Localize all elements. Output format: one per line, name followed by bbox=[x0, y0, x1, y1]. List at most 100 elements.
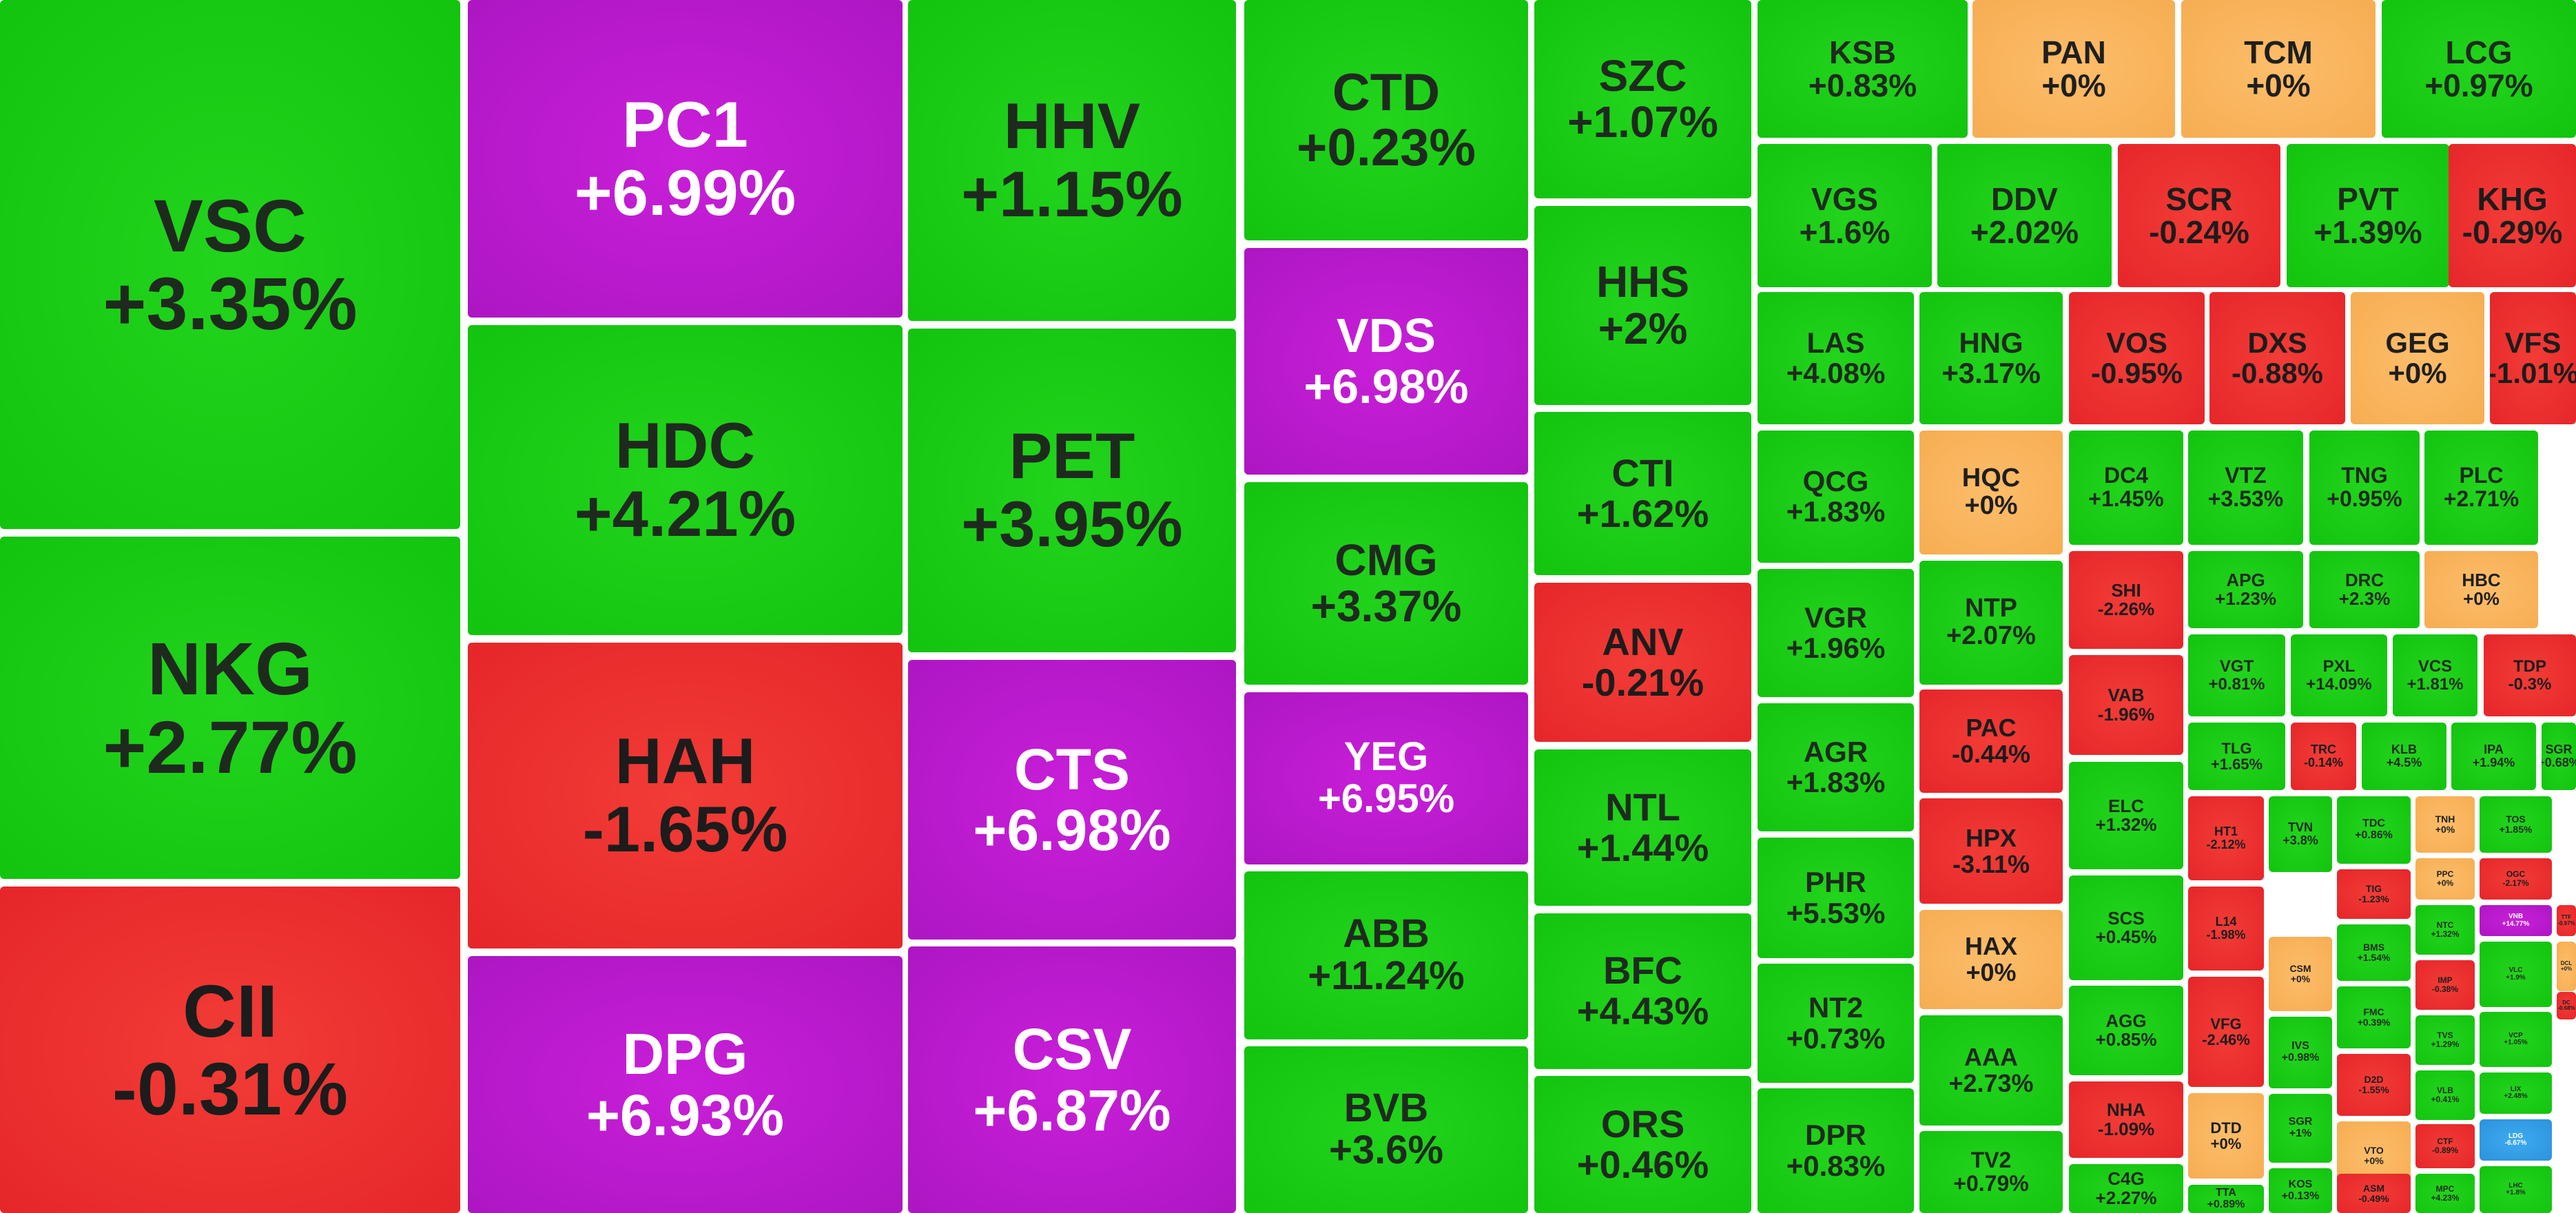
tile-pac[interactable]: PAC -0.44% bbox=[1919, 690, 2063, 793]
tile-mpc[interactable]: MPC +4.23% bbox=[2415, 1174, 2475, 1213]
tile-tlg[interactable]: TLG +1.65% bbox=[2188, 723, 2285, 790]
tile-vlc[interactable]: VLC +1.9% bbox=[2480, 942, 2552, 1007]
tile-plc[interactable]: PLC +2.71% bbox=[2424, 431, 2538, 545]
tile-vtz[interactable]: VTZ +3.53% bbox=[2188, 431, 2303, 545]
tile-agr[interactable]: AGR +1.83% bbox=[1758, 703, 1914, 831]
tile-nkg[interactable]: NKG +2.77% bbox=[0, 537, 460, 879]
tile-ntp[interactable]: NTP +2.07% bbox=[1919, 561, 2063, 685]
tile-hah[interactable]: HAH -1.65% bbox=[468, 643, 903, 948]
tile-csm[interactable]: CSM +0% bbox=[2269, 937, 2332, 1011]
tile-ntl[interactable]: NTL +1.44% bbox=[1534, 749, 1751, 906]
tile-tvs[interactable]: TVS +1.29% bbox=[2415, 1015, 2475, 1065]
tile-dpg[interactable]: DPG +6.93% bbox=[468, 956, 903, 1213]
tile-cts[interactable]: CTS +6.98% bbox=[908, 660, 1236, 940]
tile-imp[interactable]: IMP -0.38% bbox=[2415, 960, 2475, 1010]
tile-c4g[interactable]: C4G +2.27% bbox=[2069, 1164, 2183, 1213]
tile-fmc[interactable]: FMC +0.39% bbox=[2337, 986, 2411, 1048]
tile-pxl[interactable]: PXL +14.09% bbox=[2291, 634, 2387, 716]
tile-las[interactable]: LAS +4.08% bbox=[1758, 292, 1914, 424]
tile-ppc[interactable]: PPC +0% bbox=[2415, 858, 2475, 900]
tile-dpr[interactable]: DPR +0.83% bbox=[1758, 1088, 1914, 1213]
tile-phr[interactable]: PHR +5.53% bbox=[1758, 838, 1914, 958]
tile-ht1[interactable]: HT1 -2.12% bbox=[2188, 796, 2264, 880]
tile-vds[interactable]: VDS +6.98% bbox=[1244, 248, 1528, 475]
tile-anv[interactable]: ANV -0.21% bbox=[1534, 583, 1751, 742]
tile-hdc[interactable]: HDC +4.21% bbox=[468, 325, 903, 635]
tile-vcs[interactable]: VCS +1.81% bbox=[2393, 634, 2477, 716]
tile-ddv[interactable]: DDV +2.02% bbox=[1937, 144, 2112, 287]
tile-scs[interactable]: SCS +0.45% bbox=[2069, 875, 2183, 980]
tile-drc[interactable]: DRC +2.3% bbox=[2309, 551, 2420, 628]
tile-tdp[interactable]: TDP -0.3% bbox=[2484, 634, 2576, 716]
tile-pvt[interactable]: PVT +1.39% bbox=[2287, 144, 2449, 287]
tile-hhs[interactable]: HHS +2% bbox=[1534, 206, 1751, 405]
tile-ntc[interactable]: NTC +1.32% bbox=[2415, 905, 2475, 955]
tile-vnb[interactable]: VNB +14.77% bbox=[2480, 905, 2552, 936]
tile-ksb[interactable]: KSB +0.83% bbox=[1758, 0, 1968, 138]
tile-aaa[interactable]: AAA +2.73% bbox=[1919, 1015, 2063, 1126]
tile-geg[interactable]: GEG +0% bbox=[2351, 292, 2484, 424]
tile-hpx[interactable]: HPX -3.11% bbox=[1919, 798, 2063, 904]
tile-hhv[interactable]: HHV +1.15% bbox=[908, 0, 1236, 321]
tile-hbc[interactable]: HBC +0% bbox=[2424, 551, 2538, 628]
tile-csv[interactable]: CSV +6.87% bbox=[908, 946, 1236, 1213]
tile-dc[interactable]: DC -0.68% bbox=[2557, 992, 2576, 1019]
tile-vlb[interactable]: VLB +0.41% bbox=[2415, 1070, 2475, 1120]
tile-tos[interactable]: TOS +1.85% bbox=[2480, 796, 2552, 853]
tile-pan[interactable]: PAN +0% bbox=[1972, 0, 2175, 138]
tile-vgr[interactable]: VGR +1.96% bbox=[1758, 569, 1914, 697]
tile-vab[interactable]: VAB -1.96% bbox=[2069, 655, 2183, 755]
tile-vos[interactable]: VOS -0.95% bbox=[2069, 292, 2205, 424]
tile-nt2[interactable]: NT2 +0.73% bbox=[1758, 964, 1914, 1083]
tile-trc[interactable]: TRC -0.14% bbox=[2291, 723, 2356, 790]
tile-vfs[interactable]: VFS -1.01% bbox=[2490, 292, 2576, 424]
tile-tng[interactable]: TNG +0.95% bbox=[2309, 431, 2420, 545]
tile-dxs[interactable]: DXS -0.88% bbox=[2209, 292, 2345, 424]
tile-klb[interactable]: KLB +4.5% bbox=[2362, 723, 2446, 790]
tile-sgr[interactable]: SGR+0.68% bbox=[2542, 723, 2576, 790]
tile-ldg[interactable]: LDG -6.67% bbox=[2480, 1119, 2552, 1161]
tile-lhc[interactable]: LHC +1.8% bbox=[2480, 1166, 2552, 1213]
tile-ctf[interactable]: CTF -0.89% bbox=[2415, 1124, 2475, 1168]
tile-ogc[interactable]: OGC -2.17% bbox=[2480, 858, 2552, 900]
tile-tta[interactable]: TTA +0.89% bbox=[2188, 1185, 2264, 1213]
tile-dcl[interactable]: DCL +0% bbox=[2557, 942, 2576, 991]
tile-sgr[interactable]: SGR +1% bbox=[2269, 1094, 2332, 1163]
tile-ivs[interactable]: IVS +0.98% bbox=[2269, 1017, 2332, 1088]
tile-elc[interactable]: ELC +1.32% bbox=[2069, 762, 2183, 869]
tile-ctd[interactable]: CTD +0.23% bbox=[1244, 0, 1528, 240]
tile-pc1[interactable]: PC1 +6.99% bbox=[468, 0, 903, 318]
tile-shi[interactable]: SHI -2.26% bbox=[2069, 551, 2183, 649]
tile-tv2[interactable]: TV2 +0.79% bbox=[1919, 1131, 2063, 1213]
tile-hqc[interactable]: HQC +0% bbox=[1919, 431, 2063, 554]
tile-szc[interactable]: SZC +1.07% bbox=[1534, 0, 1751, 198]
tile-hax[interactable]: HAX +0% bbox=[1919, 910, 2063, 1009]
tile-hng[interactable]: HNG +3.17% bbox=[1919, 292, 2063, 424]
tile-ors[interactable]: ORS +0.46% bbox=[1534, 1076, 1751, 1213]
tile-l14[interactable]: L14 -1.98% bbox=[2188, 887, 2264, 971]
tile-cmg[interactable]: CMG +3.37% bbox=[1244, 482, 1528, 685]
tile-bms[interactable]: BMS +1.54% bbox=[2337, 924, 2411, 981]
tile-scr[interactable]: SCR -0.24% bbox=[2118, 144, 2280, 287]
tile-tnh[interactable]: TNH +0% bbox=[2415, 796, 2475, 853]
tile-kos[interactable]: KOS +0.13% bbox=[2269, 1168, 2332, 1213]
tile-lcg[interactable]: LCG +0.97% bbox=[2382, 0, 2576, 138]
tile-ipa[interactable]: IPA +1.94% bbox=[2451, 723, 2536, 790]
tile-bfc[interactable]: BFC +4.43% bbox=[1534, 913, 1751, 1069]
tile-vgt[interactable]: VGT +0.81% bbox=[2188, 634, 2285, 716]
tile-d2d[interactable]: D2D -1.55% bbox=[2337, 1054, 2411, 1116]
tile-bvb[interactable]: BVB +3.6% bbox=[1244, 1046, 1528, 1213]
tile-apg[interactable]: APG +1.23% bbox=[2188, 551, 2303, 628]
tile-dc4[interactable]: DC4 +1.45% bbox=[2069, 431, 2183, 545]
tile-tcm[interactable]: TCM +0% bbox=[2181, 0, 2376, 138]
tile-yeg[interactable]: YEG +6.95% bbox=[1244, 692, 1528, 864]
tile-khg[interactable]: KHG -0.29% bbox=[2449, 144, 2576, 287]
tile-vfg[interactable]: VFG -2.46% bbox=[2188, 977, 2264, 1087]
tile-tvn[interactable]: TVN +3.8% bbox=[2269, 796, 2332, 872]
tile-tdc[interactable]: TDC +0.86% bbox=[2337, 796, 2411, 864]
tile-qcg[interactable]: QCG +1.83% bbox=[1758, 431, 1914, 563]
tile-agg[interactable]: AGG +0.85% bbox=[2069, 986, 2183, 1075]
tile-vgs[interactable]: VGS +1.6% bbox=[1758, 144, 1932, 287]
tile-cii[interactable]: CII -0.31% bbox=[0, 887, 460, 1213]
tile-vsc[interactable]: VSC +3.35% bbox=[0, 0, 460, 529]
